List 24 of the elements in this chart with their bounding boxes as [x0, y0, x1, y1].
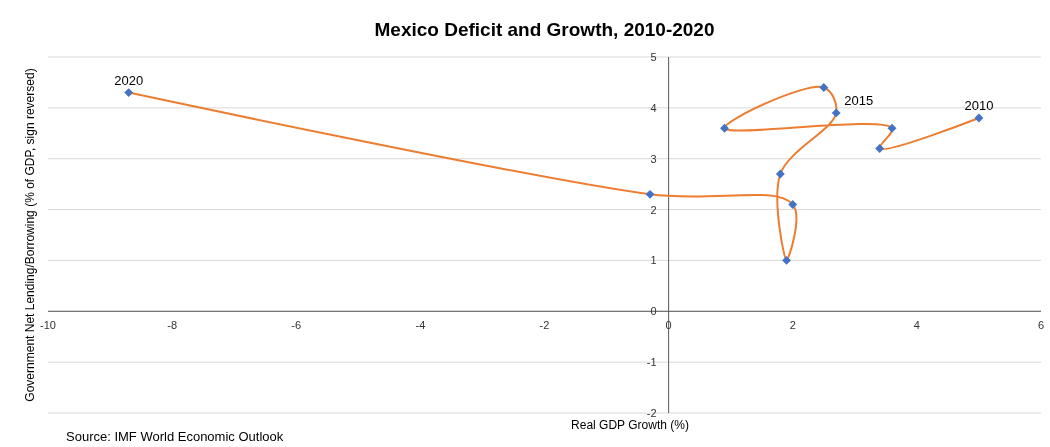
chart-title: Mexico Deficit and Growth, 2010-2020: [374, 19, 715, 40]
x-tick-label: 4: [913, 319, 920, 332]
y-tick-label: 0: [650, 305, 657, 318]
annotation: 2020: [114, 72, 144, 88]
x-tick-label: 0: [665, 319, 672, 332]
annotation: 2015: [844, 92, 874, 108]
x-tick-label: 2: [789, 319, 796, 332]
x-tick-label: -2: [539, 319, 550, 332]
x-tick-label: 6: [1037, 319, 1045, 332]
y-tick-label: 2: [650, 203, 657, 216]
y-tick-label: 1: [650, 254, 657, 267]
x-tick-label: -4: [415, 319, 426, 332]
x-tick-label: -8: [167, 319, 178, 332]
y-tick-label: 3: [650, 152, 657, 165]
y-tick-label: -1: [646, 356, 657, 369]
annotation: 2010: [964, 98, 994, 114]
y-tick-label: -2: [646, 407, 657, 419]
x-tick-label: -10: [40, 319, 56, 332]
x-axis-title: Real GDP Growth (%): [571, 418, 689, 432]
y-tick-label: 5: [650, 51, 657, 63]
y-tick-label: 4: [650, 101, 657, 114]
x-tick-label: -6: [291, 319, 302, 332]
y-axis-title: Government Net Lending/Borrowing (% of GDP, sign reversed): [23, 68, 37, 402]
source-note: Source: IMF World Economic Outlook: [66, 429, 284, 444]
